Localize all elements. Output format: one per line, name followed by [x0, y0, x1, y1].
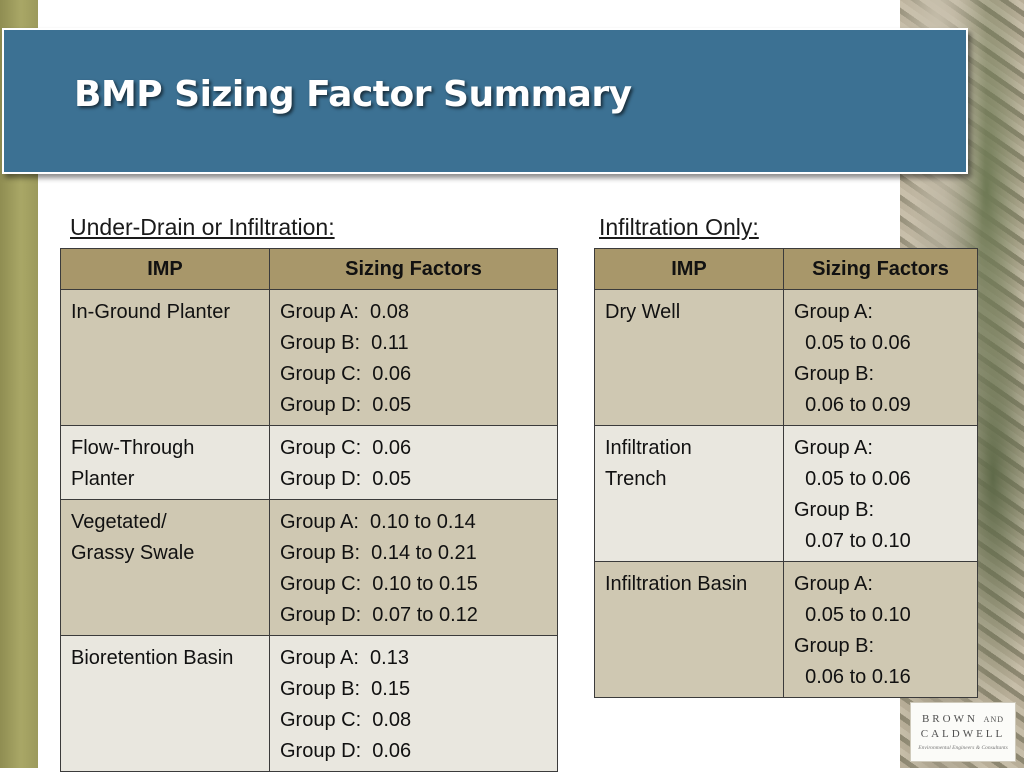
sizing-factors-cell-line: Group D: 0.05: [280, 468, 412, 490]
table-row: In-Ground Planter Group A: 0.08 Group B: 0…: [60, 289, 558, 426]
imp-cell-line: Infiltration: [605, 437, 692, 459]
imp-cell-line: Dry Well: [605, 301, 681, 323]
sizing-factors-cell: Group A: 0.08 Group B: 0.11 Group C: 0.06 G…: [269, 289, 558, 426]
table-header-row: IMP Sizing Factors: [594, 248, 978, 290]
title-banner: BMP Sizing Factor Summary: [2, 28, 968, 174]
sizing-factors-cell-line: Group C: 0.06: [280, 437, 412, 459]
sizing-factors-cell-line: 0.06 to 0.16: [794, 666, 911, 688]
imp-cell: Infiltration Basin: [594, 561, 784, 698]
sizing-factors-cell-line: Group C: 0.06: [280, 363, 412, 385]
sizing-factors-cell-line: Group A: 0.08: [280, 301, 409, 323]
sizing-factors-cell: Group A: 0.05 to 0.06 Group B: 0.07 to 0.…: [783, 425, 978, 562]
imp-cell: Infiltration Trench: [594, 425, 784, 562]
sizing-factors-cell-line: Group B:: [794, 499, 875, 521]
sizing-factors-cell-line: 0.06 to 0.09: [794, 394, 911, 416]
imp-cell: In-Ground Planter: [60, 289, 270, 426]
sizing-factors-cell-line: Group A: 0.13: [280, 647, 409, 669]
sizing-factors-cell-line: Group B:: [794, 363, 875, 385]
under-drain-table: IMP Sizing Factors In-Ground Planter Grou…: [60, 248, 558, 772]
sizing-factors-cell-line: Group B: 0.14 to 0.21: [280, 542, 477, 564]
imp-cell: Dry Well: [594, 289, 784, 426]
table-row: Infiltration Basin Group A: 0.05 to 0.10 G…: [594, 561, 978, 698]
sizing-factors-cell-line: Group A:: [794, 437, 873, 459]
imp-cell-line: Bioretention Basin: [71, 647, 234, 669]
under-drain-table-body: In-Ground Planter Group A: 0.08 Group B: 0…: [60, 289, 558, 772]
brown-and-caldwell-logo: BROWN AND CALDWELL Environmental Enginee…: [910, 702, 1016, 762]
table-row: Vegetated/Grassy Swale Group A: 0.10 to 0…: [60, 499, 558, 636]
sizing-factors-cell-line: Group B:: [794, 635, 875, 657]
sizing-factors-cell-line: Group C: 0.10 to 0.15: [280, 573, 478, 595]
sizing-factors-cell-line: Group D: 0.05: [280, 394, 412, 416]
imp-cell: Flow-Through Planter: [60, 425, 270, 500]
slide-title: BMP Sizing Factor Summary: [74, 74, 632, 115]
logo-tagline: Environmental Engineers & Consultants: [918, 745, 1008, 751]
sizing-factors-cell-line: Group A:: [794, 301, 873, 323]
imp-cell-line: Flow-Through: [71, 437, 195, 459]
sizing-factors-column-header: Sizing Factors: [269, 248, 558, 290]
sizing-factors-cell-line: 0.05 to 0.06: [794, 468, 911, 490]
imp-cell-line: Trench: [605, 468, 667, 490]
imp-column-header: IMP: [60, 248, 270, 290]
table-row: Bioretention Basin Group A: 0.13 Group B: …: [60, 635, 558, 772]
sizing-factors-cell: Group A: 0.10 to 0.14 Group B: 0.14 to 0.…: [269, 499, 558, 636]
sizing-factors-cell-line: Group B: 0.15: [280, 678, 411, 700]
imp-cell-line: In-Ground Planter: [71, 301, 230, 323]
imp-cell: Bioretention Basin: [60, 635, 270, 772]
sizing-factors-cell-line: 0.05 to 0.06: [794, 332, 911, 354]
table-row: Dry Well Group A: 0.05 to 0.06 Group B: 0.…: [594, 289, 978, 426]
logo-line-2: CALDWELL: [920, 728, 1006, 740]
imp-cell-line: Vegetated/: [71, 511, 167, 533]
sizing-factors-cell: Group C: 0.06 Group D: 0.05: [269, 425, 558, 500]
imp-cell-line: Infiltration Basin: [605, 573, 748, 595]
sizing-factors-column-header: Sizing Factors: [783, 248, 978, 290]
sizing-factors-cell: Group A: 0.05 to 0.06 Group B: 0.06 to 0.…: [783, 289, 978, 426]
sizing-factors-cell-line: Group C: 0.08: [280, 709, 412, 731]
sizing-factors-cell-line: Group B: 0.11: [280, 332, 409, 354]
sizing-factors-cell: Group A: 0.13 Group B: 0.15 Group C: 0.08 G…: [269, 635, 558, 772]
imp-cell: Vegetated/Grassy Swale: [60, 499, 270, 636]
infiltration-only-caption: Infiltration Only:: [599, 214, 759, 240]
sizing-factors-cell-line: Group A:: [794, 573, 873, 595]
table-header-row: IMP Sizing Factors: [60, 248, 558, 290]
infiltration-only-table: IMP Sizing Factors Dry Well Group A: 0.05…: [594, 248, 978, 698]
sizing-factors-cell-line: Group D: 0.07 to 0.12: [280, 604, 478, 626]
sizing-factors-cell-line: 0.07 to 0.10: [794, 530, 911, 552]
under-drain-caption: Under-Drain or Infiltration:: [70, 214, 335, 240]
imp-column-header: IMP: [594, 248, 784, 290]
sizing-factors-cell-line: Group D: 0.06: [280, 740, 412, 762]
sizing-factors-cell-line: 0.05 to 0.10: [794, 604, 911, 626]
sizing-factors-cell: Group A: 0.05 to 0.10 Group B: 0.06 to 0.…: [783, 561, 978, 698]
infiltration-only-table-body: Dry Well Group A: 0.05 to 0.06 Group B: 0.…: [594, 289, 978, 698]
imp-cell-line: Planter: [71, 468, 135, 490]
table-row: Flow-Through Planter Group C: 0.06 Group D:…: [60, 425, 558, 500]
table-row: Infiltration Trench Group A: 0.05 to 0.06 G…: [594, 425, 978, 562]
sizing-factors-cell-line: Group A: 0.10 to 0.14: [280, 511, 476, 533]
logo-line-1: BROWN AND: [921, 713, 1005, 725]
imp-cell-line: Grassy Swale: [71, 542, 195, 564]
